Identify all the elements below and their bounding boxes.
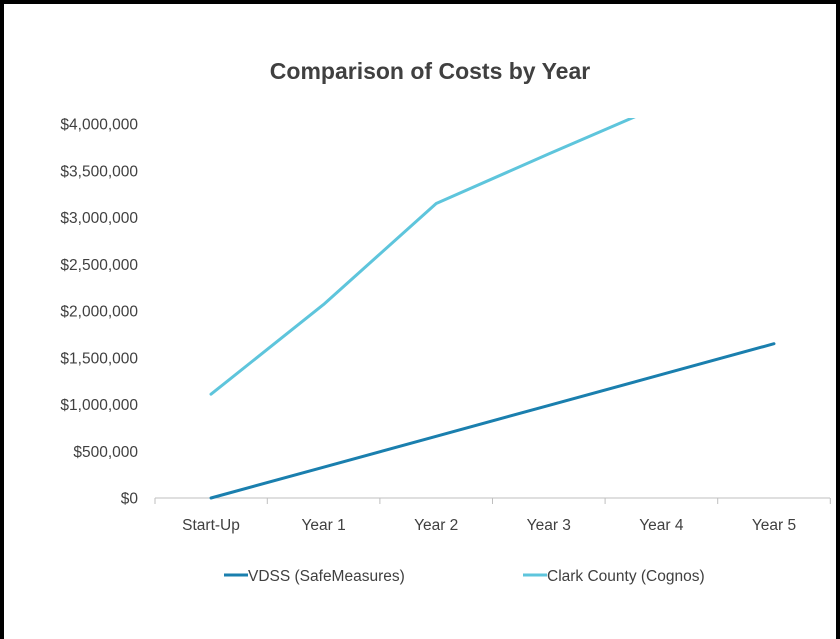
y-tick-label: $500,000 — [73, 444, 138, 461]
y-tick-label: $1,000,000 — [60, 397, 138, 414]
legend-label: VDSS (SafeMeasures) — [248, 568, 405, 585]
x-tick-label: Year 3 — [527, 517, 571, 534]
y-tick-label: $3,500,000 — [60, 163, 138, 180]
x-tick-label: Start-Up — [182, 517, 240, 534]
legend: VDSS (SafeMeasures) Clark County (Cognos) — [224, 568, 705, 585]
chart-title: Comparison of Costs by Year — [270, 58, 590, 84]
y-tick-label: $3,000,000 — [60, 210, 138, 227]
series-line-0 — [209, 342, 776, 500]
series-line-1 — [209, 118, 636, 396]
x-axis: Start-Up Year 1 Year 2 Year 3 Year 4 Year 5 — [154, 497, 831, 534]
y-tick-label: $4,000,000 — [60, 117, 138, 134]
series-lines — [209, 118, 776, 500]
y-tick-label: $2,500,000 — [60, 257, 138, 274]
x-tick-label: Year 5 — [752, 517, 796, 534]
x-tick-label: Year 2 — [414, 517, 458, 534]
x-tick-label: Year 4 — [639, 517, 684, 534]
x-tick-label: Year 1 — [301, 517, 345, 534]
y-axis: $0 $500,000 $1,000,000 $1,500,000 $2,000,000… — [60, 117, 138, 508]
y-tick-label: $0 — [121, 491, 139, 508]
y-tick-label: $1,500,000 — [60, 350, 138, 367]
y-tick-label: $2,000,000 — [60, 304, 138, 321]
legend-label: Clark County (Cognos) — [547, 568, 705, 585]
